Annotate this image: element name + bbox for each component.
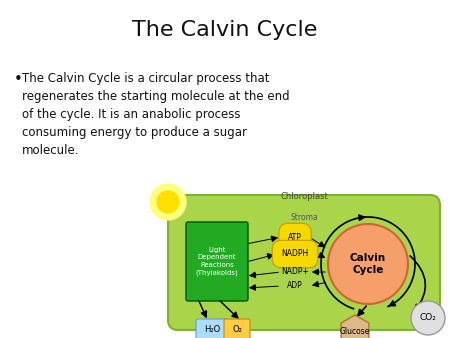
Text: ATP: ATP	[288, 233, 302, 241]
Text: consuming energy to produce a sugar: consuming energy to produce a sugar	[22, 126, 247, 139]
Text: Stroma: Stroma	[290, 213, 318, 222]
Text: ADP: ADP	[287, 282, 303, 290]
Text: •: •	[14, 72, 23, 87]
Text: molecule.: molecule.	[22, 144, 80, 157]
FancyBboxPatch shape	[186, 222, 248, 301]
Text: of the cycle. It is an anabolic process: of the cycle. It is an anabolic process	[22, 108, 240, 121]
Circle shape	[411, 301, 445, 335]
Text: regenerates the starting molecule at the end: regenerates the starting molecule at the…	[22, 90, 290, 103]
Circle shape	[150, 184, 186, 220]
Text: NADPH: NADPH	[281, 249, 309, 259]
Text: The Calvin Cycle: The Calvin Cycle	[132, 20, 318, 40]
Text: Calvin
Cycle: Calvin Cycle	[350, 253, 386, 275]
Text: Light
Dependent
Reactions
(Thylakoids): Light Dependent Reactions (Thylakoids)	[196, 247, 238, 276]
Text: CO₂: CO₂	[419, 314, 436, 322]
Text: NADP+: NADP+	[281, 267, 309, 276]
Text: H₂O: H₂O	[204, 325, 220, 335]
Circle shape	[328, 224, 408, 304]
Text: The Calvin Cycle is a circular process that: The Calvin Cycle is a circular process t…	[22, 72, 270, 85]
Text: Glucose: Glucose	[340, 327, 370, 336]
Text: O₂: O₂	[232, 325, 242, 335]
FancyBboxPatch shape	[224, 319, 250, 338]
FancyBboxPatch shape	[168, 195, 440, 330]
Circle shape	[157, 191, 179, 213]
Text: Chloroplast: Chloroplast	[280, 192, 328, 201]
FancyBboxPatch shape	[196, 319, 228, 338]
